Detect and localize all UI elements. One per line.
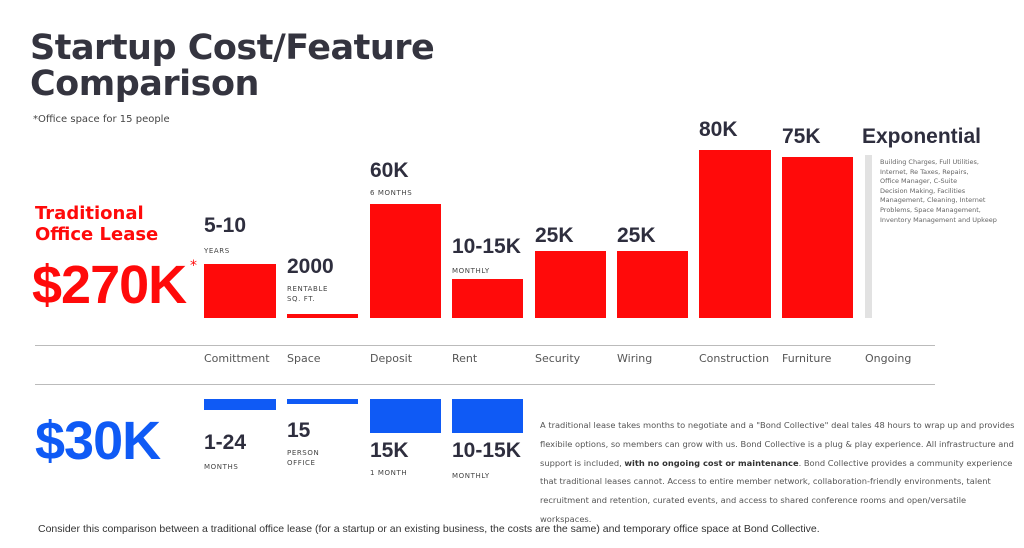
bar-rent <box>452 279 523 318</box>
paragraph-bold: with no ongoing cost or maintenance <box>624 457 799 468</box>
asterisk: * <box>190 258 197 274</box>
detail-line: Office Manager, C-Suite <box>880 177 958 186</box>
deposit-value: 60K <box>370 159 409 182</box>
detail-line: Building Charges, Full Utilities, <box>880 158 979 166</box>
bar-furniture <box>782 157 853 318</box>
bar-security <box>535 251 606 318</box>
commitment-unit: YEARS <box>204 247 230 255</box>
bond-commitment-value: 1-24 <box>204 431 247 454</box>
traditional-label-1: Traditional <box>35 203 144 224</box>
divider-top <box>35 345 935 346</box>
deposit-unit: 6 MONTHS <box>370 189 413 197</box>
blue-bar-rent <box>452 399 523 433</box>
bar-ongoing <box>865 155 872 318</box>
construction-value: 80K <box>699 118 738 141</box>
wiring-value: 25K <box>617 224 656 247</box>
divider-bottom <box>35 384 935 385</box>
bar-commitment <box>204 264 276 318</box>
security-value: 25K <box>535 224 574 247</box>
blue-bar-space <box>287 399 358 404</box>
category-rent: Rent <box>452 352 478 365</box>
bond-space-value: 15 <box>287 419 311 442</box>
blue-bar-deposit <box>370 399 441 433</box>
blue-bar-commitment <box>204 399 276 410</box>
bond-deposit-value: 15K <box>370 439 409 462</box>
commitment-value: 5-10 <box>204 214 247 237</box>
detail-line: Inventory Management and Upkeep <box>880 215 997 224</box>
description-paragraph: A traditional lease takes months to nego… <box>540 416 1015 529</box>
rent-value: 10-15K <box>452 235 521 258</box>
rent-unit: MONTHLY <box>452 267 490 275</box>
detail-line: Decision Making, Facilities <box>880 186 966 195</box>
title-line2: Comparison <box>30 64 259 104</box>
category-deposit: Deposit <box>370 352 413 365</box>
detail-line: Problems, Space Management, <box>880 205 981 214</box>
bar-wiring <box>617 251 688 318</box>
bond-rent-value: 10-15K <box>452 439 521 462</box>
category-security: Security <box>535 352 581 365</box>
bond-commitment-unit: MONTHS <box>204 463 239 471</box>
bar-space <box>287 314 358 318</box>
furniture-value: 75K <box>782 125 821 148</box>
paragraph-text: A traditional lease takes months to nego… <box>540 420 1015 468</box>
paragraph-text: . Bond Collective provides a community e… <box>540 457 1013 524</box>
bar-construction <box>699 150 771 318</box>
detail-line: Internet, Re Taxes, Repairs, <box>880 167 969 176</box>
category-ongoing: Ongoing <box>865 352 912 365</box>
bond-rent-unit: MONTHLY <box>452 472 490 480</box>
ongoing-value: Exponential <box>862 125 982 148</box>
ongoing-details: Building Charges, Full Utilities, Intern… <box>880 158 997 225</box>
space-unit-2: SQ. FT. <box>287 295 316 303</box>
category-space: Space <box>287 352 321 365</box>
category-furniture: Furniture <box>782 352 832 365</box>
note: *Office space for 15 people <box>33 114 170 125</box>
bond-total: $30K <box>35 411 161 471</box>
detail-line: Management, Cleaning, Internet <box>880 196 986 205</box>
traditional-total: $270K <box>32 255 187 315</box>
traditional-label-2: Office Lease <box>35 224 159 245</box>
category-construction: Construction <box>699 352 770 365</box>
category-commitment: Comittment <box>204 352 270 365</box>
bond-space-unit-2: OFFICE <box>287 459 316 467</box>
caption: Consider this comparison between a tradi… <box>38 523 820 535</box>
bond-space-unit-1: PERSON <box>287 449 320 457</box>
space-unit-1: RENTABLE <box>287 285 328 293</box>
category-wiring: Wiring <box>617 352 653 365</box>
bond-deposit-unit: 1 MONTH <box>370 469 408 477</box>
bar-deposit <box>370 204 441 318</box>
title-line1: Startup Cost/Feature <box>30 28 435 68</box>
space-value: 2000 <box>287 255 334 278</box>
